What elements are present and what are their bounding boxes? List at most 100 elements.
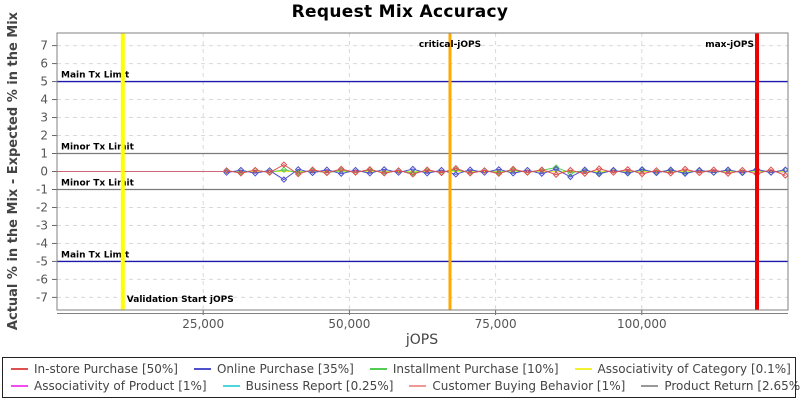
series-marker-diamond [681,170,689,177]
series-marker-diamond [380,166,388,173]
request-mix-chart: Main Tx Limit Minor Tx Limit Minor Tx Limi… [6,11,789,348]
series-marker-diamond [251,169,259,177]
series-marker-diamond [667,166,675,174]
y-tick-label: -5 [36,254,48,268]
series-marker-diamond [352,169,359,176]
y-tick-label: 7 [40,39,48,53]
y-tick-label: 0 [40,165,48,179]
series-marker-diamond [495,169,503,176]
x-tick-label: 100,000 [617,317,667,331]
legend-item: Associativity of Product [1%] [11,379,207,393]
series-marker-diamond [380,169,388,176]
chart-legend: In-store Purchase [50%] Online Purchase [… [2,357,800,398]
y-tick-label: 2 [40,129,48,143]
series-marker-diamond [681,165,689,173]
plot-border [56,32,789,311]
legend-item: Installment Purchase [10%] [369,362,559,376]
series-marker-diamond [782,172,789,179]
series-marker-diamond [667,169,675,177]
legend-label: In-store Purchase [50%] [34,361,178,376]
series-marker-diamond [337,165,345,173]
series-marker-diamond [710,169,718,176]
series-marker-diamond [538,166,546,174]
marker-line-label: max-jOPS [705,40,754,50]
legend-swatch-line [369,367,387,370]
data-series [223,161,789,183]
legend-swatch-line [222,385,240,388]
series-marker-diamond [452,164,460,172]
legend-swatch-line [574,367,592,370]
series-marker-diamond [724,166,732,174]
legend-swatch-line [11,367,28,370]
series-marker-diamond [495,170,503,177]
series-marker-diamond [638,166,646,174]
series-marker-diamond [237,169,245,177]
legend-label: Business Report [0.25%] [245,379,394,394]
series-marker-diamond [323,169,331,177]
series-marker-diamond [280,176,288,183]
series-marker-diamond [395,167,402,174]
series-marker-diamond [638,170,646,178]
series-marker-diamond [581,166,589,174]
legend-swatch-line [193,367,211,370]
series-marker-diamond [624,169,632,176]
limit-line-label: Main Tx Limit [61,71,130,81]
series-marker-diamond [423,166,431,174]
series-marker-diamond [509,165,517,173]
series-marker-diamond [509,169,517,177]
marker-line-label: Validation Start jOPS [127,295,234,305]
series-marker-diamond [438,169,445,177]
x-tick-label: 50,000 [328,317,370,331]
reference-lines-horizontal: Main Tx Limit Minor Tx Limit Minor Tx Limi… [57,71,788,263]
series-marker-diamond [280,161,288,168]
legend-label: Associativity of Category [0.1%] [597,361,791,376]
series-marker-diamond [653,169,660,177]
limit-line-label: Main Tx Limit [61,250,130,260]
series-marker-diamond [495,166,503,173]
legend-label: Associativity of Product [1%] [34,379,207,394]
series-marker-diamond [538,170,546,177]
legend-row-2: Associativity of Product [1%] Business Re… [11,378,800,395]
series-marker-diamond [323,166,331,174]
series-marker-diamond [610,169,617,176]
series-marker-diamond [380,169,388,177]
series-marker-diamond [595,169,603,177]
series-marker-diamond [567,173,574,181]
legend-swatch-line [409,385,427,388]
legend-item: In-store Purchase [50%] [11,362,178,376]
x-tick-label: 25,000 [182,317,224,331]
series-marker-diamond [481,167,488,174]
series-marker-diamond [251,166,259,174]
series-marker-diamond [237,166,245,174]
series-marker-diamond [595,170,603,178]
series-marker-diamond [681,169,689,177]
series-marker-diamond [552,171,560,179]
series-marker-diamond [567,166,574,174]
legend-item: Customer Buying Behavior [1%] [409,379,625,393]
series-marker-diamond [653,167,660,174]
y-tick-label: 4 [40,93,48,107]
marker-line-label: critical-jOPS [419,40,481,50]
series-marker-diamond [366,169,374,177]
legend-item: Online Purchase [35%] [193,362,354,376]
series-marker-diamond [366,166,374,173]
series-marker-diamond [581,167,589,174]
series-marker-diamond [423,169,431,177]
reference-lines-vertical: Validation Start jOPS critical-jOPS max-jO… [120,33,760,310]
legend-label: Product Return [2.65%] [664,379,800,394]
series-marker-diamond [595,165,603,172]
limit-line-label: Minor Tx Limit [61,178,135,188]
legend-item: Business Report [0.25%] [222,379,394,394]
legend-row-1: In-store Purchase [50%] Online Purchase [… [11,360,791,377]
series-marker-diamond [696,169,703,177]
legend-label: Customer Buying Behavior [1%] [432,379,626,394]
y-tick-label: 1 [40,147,48,161]
y-tick-label: 5 [40,75,48,89]
y-tick-label: 3 [40,111,48,125]
y-tick-label: -6 [36,272,48,286]
series-marker-diamond [452,171,460,178]
series-marker-diamond [624,166,632,173]
series-marker-diamond [710,166,718,174]
series-marker-diamond [309,166,316,174]
series-marker-diamond [466,166,474,174]
